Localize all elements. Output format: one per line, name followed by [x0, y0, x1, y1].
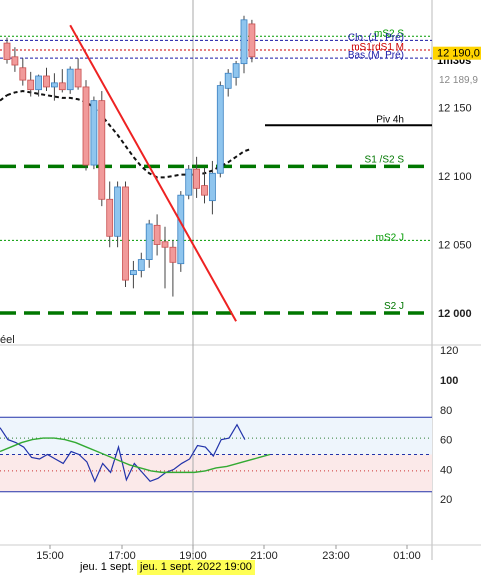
level-label: Bas (M, Pré): [348, 50, 404, 61]
price-tick-label: 12 000: [438, 308, 472, 320]
candle-body: [185, 168, 193, 196]
candle-body: [43, 75, 50, 88]
time-tick-label: 19:00: [179, 550, 207, 562]
candle-body: [90, 100, 98, 166]
time-tick-label: 15:00: [36, 550, 64, 562]
candle-body: [232, 63, 240, 78]
price-tick-label: 12 100: [438, 171, 472, 183]
level-label: Clo. (J , Pré): [348, 32, 404, 43]
candle-body: [193, 168, 201, 189]
candle-body: [51, 82, 58, 88]
level-label: S1 /S2 S: [365, 154, 405, 165]
candle-body: [11, 56, 19, 66]
oscillator-green-line: [0, 437, 271, 474]
oscillator-blue-line: [0, 423, 246, 483]
level-label: mS2 J: [376, 232, 404, 243]
moving-average-line: [0, 94, 8, 102]
secondary-price-label: 12 189,9: [439, 75, 478, 86]
oscillator-tick-label: 40: [440, 464, 452, 476]
candle-body: [66, 68, 74, 91]
candle-body: [58, 82, 66, 91]
current-price-badge: [433, 46, 481, 60]
candle-body: [177, 194, 185, 265]
level-label: Piv 4h: [376, 114, 404, 125]
candle-body: [145, 223, 153, 260]
candle-body: [161, 241, 169, 248]
candle-body: [153, 224, 161, 245]
oscillator-tick-label: 60: [440, 435, 452, 447]
price-tick-label: 12 150: [438, 103, 472, 115]
moving-average-line: [6, 90, 253, 179]
candle-body: [3, 42, 11, 60]
candle-body: [122, 186, 129, 281]
candle-body: [98, 100, 106, 200]
oscillator-lower-band: [0, 454, 432, 492]
panel-label: éel: [0, 334, 15, 346]
candle-body: [169, 246, 177, 263]
candle-body: [74, 68, 82, 88]
oscillator-tick-label: 100: [440, 375, 458, 387]
oscillator-tick-label: 80: [440, 405, 452, 417]
time-tick-label: 17:00: [108, 550, 136, 562]
candle-body: [106, 198, 114, 237]
time-tick-label: 23:00: [322, 550, 350, 562]
candle-body: [201, 185, 208, 196]
candle-body: [240, 19, 248, 65]
candle-body: [129, 270, 137, 276]
current-price-label: 12 190,0: [437, 48, 480, 60]
oscillator-tick-label: 20: [440, 494, 452, 506]
time-tick-label: 21:00: [250, 550, 278, 562]
candle-body: [248, 23, 256, 58]
time-tick-label: 01:00: [393, 550, 421, 562]
level-label: S2 J: [384, 301, 404, 312]
level-label: mS2 S: [374, 28, 404, 39]
candle-body: [19, 67, 27, 81]
price-tick-label: 12 050: [438, 240, 472, 252]
candle-body: [27, 79, 35, 91]
candle-body: [216, 85, 224, 174]
candle-body: [137, 259, 145, 271]
candle-body: [224, 72, 232, 89]
candle-body: [35, 75, 42, 91]
oscillator-tick-label: 120: [440, 345, 458, 357]
date-left-label: jeu. 1 sept.: [80, 561, 134, 573]
candle-body: [82, 86, 90, 166]
candle-body: [208, 172, 216, 202]
oscillator-upper-band: [0, 417, 432, 455]
level-label: mS1rdS1 M: [351, 42, 404, 53]
candle-body: [114, 186, 121, 237]
trendline: [69, 24, 237, 322]
crosshair-date-badge: jeu. 1 sept. 2022 19:00: [137, 560, 255, 575]
